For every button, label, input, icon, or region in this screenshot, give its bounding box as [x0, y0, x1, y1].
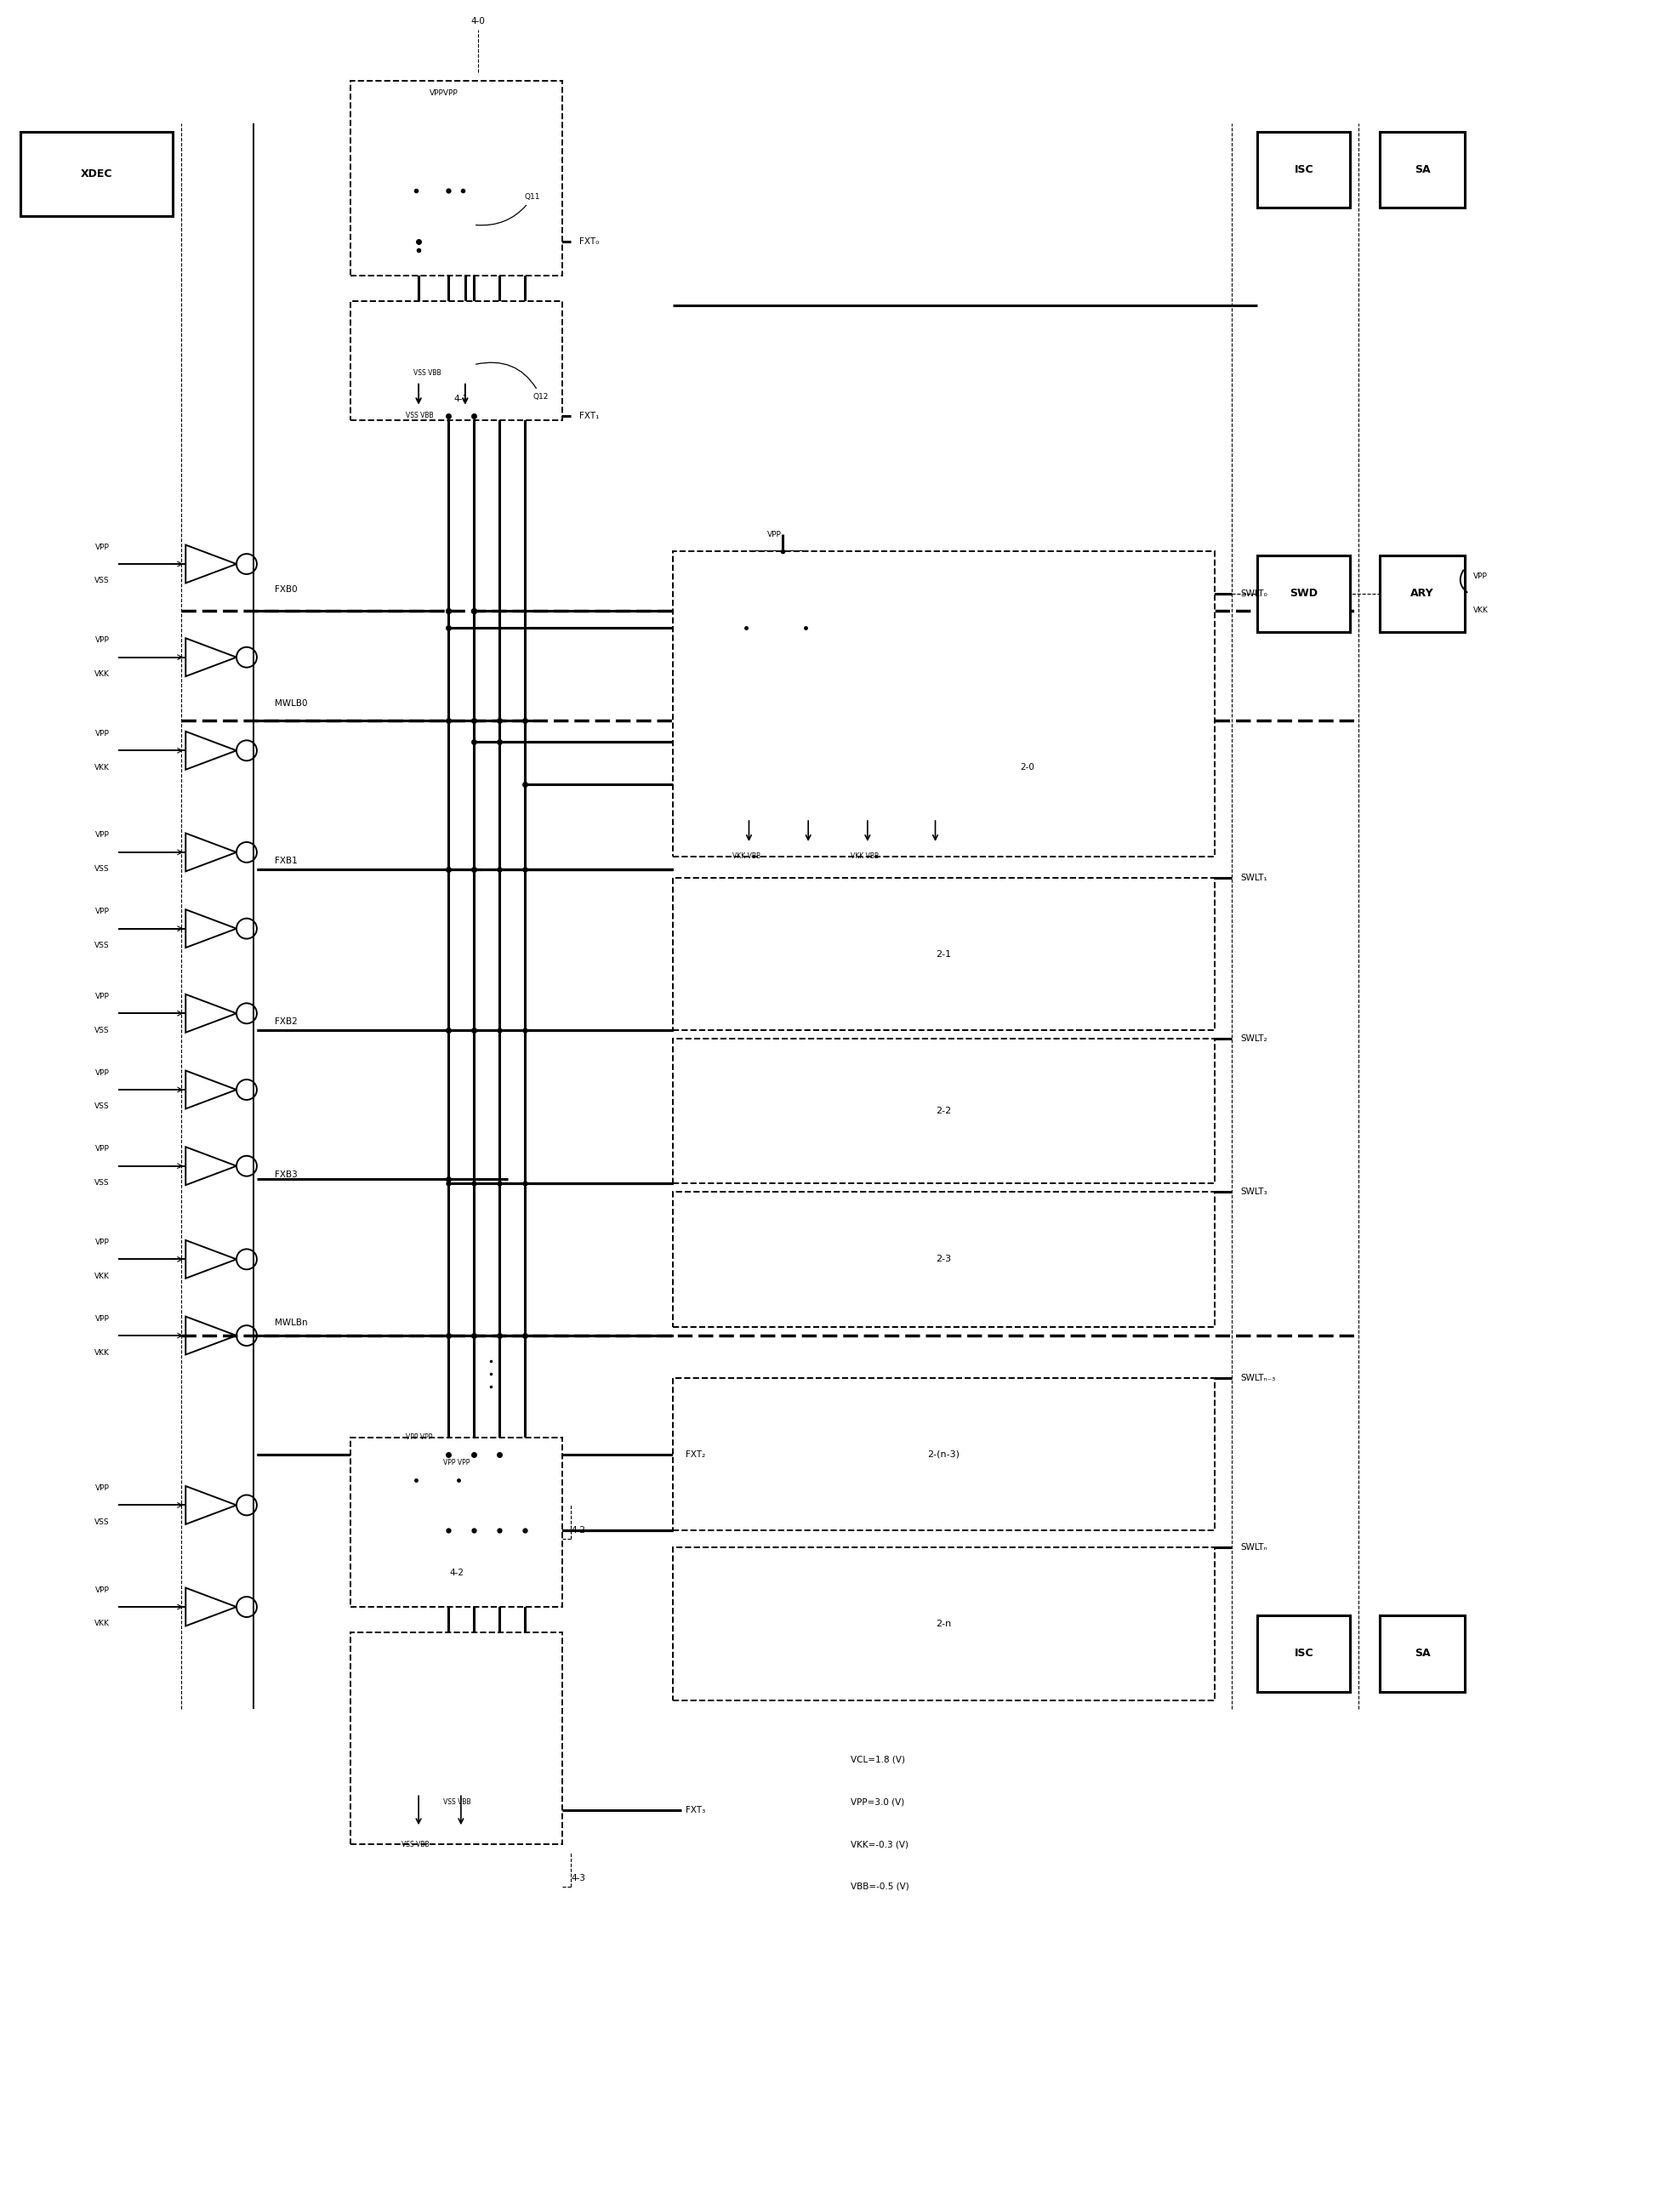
Text: 2-2: 2-2 — [936, 1107, 951, 1115]
Bar — [1379, 131, 1465, 208]
Bar — [351, 1632, 563, 1844]
Text: VSS: VSS — [94, 1102, 109, 1111]
Text: Q11: Q11 — [475, 192, 541, 225]
Text: VSS: VSS — [94, 1518, 109, 1527]
Text: SWLT₂: SWLT₂ — [1240, 1034, 1267, 1043]
Text: MWLB0: MWLB0 — [274, 700, 307, 709]
Text: VPP: VPP — [96, 1314, 109, 1323]
Text: VKK: VKK — [94, 1273, 109, 1279]
Text: 4-3: 4-3 — [571, 1874, 586, 1883]
Bar — [1379, 1616, 1465, 1693]
Bar — [672, 1548, 1215, 1699]
Text: 4-2: 4-2 — [571, 1527, 586, 1535]
Text: 4-1: 4-1 — [454, 394, 469, 402]
Text: SWLTₙ: SWLTₙ — [1240, 1544, 1267, 1553]
Text: FXT₂: FXT₂ — [685, 1450, 706, 1459]
Text: VBB=-0.5 (V): VBB=-0.5 (V) — [850, 1883, 909, 1892]
Text: VSS: VSS — [94, 866, 109, 873]
Text: VKK: VKK — [94, 1349, 109, 1356]
Text: VPP: VPP — [768, 531, 781, 538]
Text: VPP: VPP — [96, 1146, 109, 1153]
Bar — [1257, 1616, 1351, 1693]
Text: SWLTₙ₋₃: SWLTₙ₋₃ — [1240, 1373, 1275, 1382]
Text: ARY: ARY — [1411, 588, 1435, 599]
Text: 2-n: 2-n — [936, 1621, 951, 1627]
Text: 2-(n-3): 2-(n-3) — [927, 1450, 959, 1459]
Text: VKK: VKK — [94, 763, 109, 772]
Text: VKK: VKK — [94, 671, 109, 678]
Text: VSS: VSS — [94, 577, 109, 584]
Bar — [672, 1039, 1215, 1183]
Text: VPPVPP: VPPVPP — [430, 90, 459, 96]
Text: VCL=1.8 (V): VCL=1.8 (V) — [850, 1756, 906, 1763]
Text: FXB0: FXB0 — [274, 586, 297, 593]
Text: VPP: VPP — [96, 831, 109, 840]
Bar — [672, 551, 1215, 857]
Text: Q12: Q12 — [475, 363, 549, 400]
Text: XDEC: XDEC — [81, 168, 113, 179]
Text: FXB1: FXB1 — [274, 857, 297, 866]
Bar — [351, 81, 563, 276]
Text: VSS VBB: VSS VBB — [402, 1841, 430, 1848]
Text: VSS VBB: VSS VBB — [444, 1798, 470, 1806]
Text: VPP: VPP — [1473, 573, 1487, 580]
Text: SWLT₁: SWLT₁ — [1240, 873, 1267, 881]
Bar — [351, 302, 563, 420]
Text: VPP: VPP — [96, 1485, 109, 1492]
Text: VPP=3.0 (V): VPP=3.0 (V) — [850, 1798, 904, 1806]
Text: MWLBn: MWLBn — [274, 1319, 307, 1328]
Text: VPP: VPP — [96, 1586, 109, 1594]
Text: FXT₀: FXT₀ — [580, 238, 600, 247]
Text: FXB2: FXB2 — [274, 1017, 297, 1026]
Text: VKK: VKK — [94, 1621, 109, 1627]
Text: VSS: VSS — [94, 943, 109, 949]
Text: SWD: SWD — [1290, 588, 1317, 599]
Bar — [1379, 555, 1465, 632]
Text: VKK: VKK — [1473, 606, 1488, 615]
Text: SWLT₀: SWLT₀ — [1240, 590, 1267, 597]
Text: ISC: ISC — [1294, 1649, 1314, 1660]
Text: VPP: VPP — [96, 908, 109, 916]
Text: VSS: VSS — [94, 1026, 109, 1034]
Text: VPP: VPP — [96, 636, 109, 645]
Text: 4-2: 4-2 — [450, 1568, 464, 1577]
Text: VKK VBB: VKK VBB — [850, 853, 879, 859]
Text: 2-1: 2-1 — [936, 949, 951, 958]
Text: VKK=-0.3 (V): VKK=-0.3 (V) — [850, 1839, 909, 1848]
Text: VPP VPP: VPP VPP — [444, 1459, 470, 1467]
Text: VPP: VPP — [96, 1069, 109, 1076]
Text: FXT₃: FXT₃ — [685, 1806, 706, 1815]
Text: ISC: ISC — [1294, 164, 1314, 175]
Text: VPP: VPP — [96, 993, 109, 999]
Bar — [1257, 555, 1351, 632]
Text: 4-0: 4-0 — [470, 17, 486, 26]
Text: FXB3: FXB3 — [274, 1170, 297, 1179]
Bar — [672, 877, 1215, 1030]
Text: VPP: VPP — [96, 542, 109, 551]
Text: SA: SA — [1415, 1649, 1430, 1660]
Text: VPP VPP: VPP VPP — [407, 1432, 432, 1441]
Text: VKK VBB: VKK VBB — [732, 853, 759, 859]
Text: 2-0: 2-0 — [1020, 763, 1035, 772]
Bar — [20, 131, 173, 217]
Text: SWLT₃: SWLT₃ — [1240, 1188, 1267, 1196]
Text: FXT₁: FXT₁ — [580, 411, 600, 420]
Bar — [1257, 131, 1351, 208]
Text: VSS: VSS — [94, 1179, 109, 1188]
Bar — [672, 1192, 1215, 1328]
Text: VSS VBB: VSS VBB — [413, 370, 440, 376]
Bar — [351, 1437, 563, 1607]
Text: SA: SA — [1415, 164, 1430, 175]
Text: 2-3: 2-3 — [936, 1255, 951, 1264]
Text: VPP: VPP — [96, 730, 109, 737]
Text: VPP: VPP — [96, 1238, 109, 1247]
Bar — [672, 1378, 1215, 1531]
Text: VSS VBB: VSS VBB — [407, 411, 433, 420]
